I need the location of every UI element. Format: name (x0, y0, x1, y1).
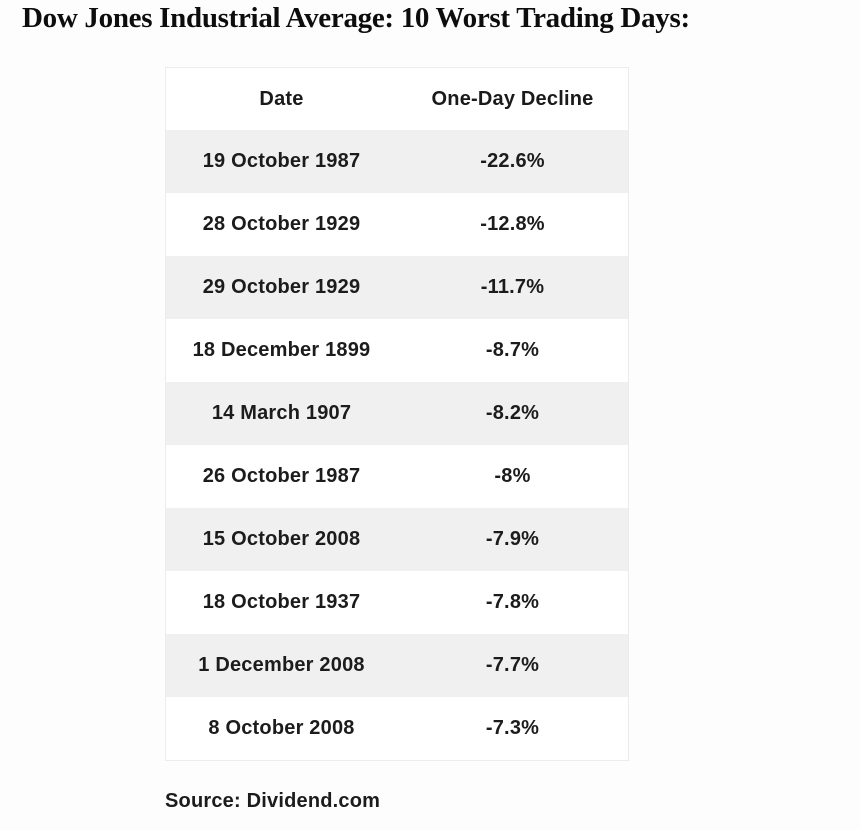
table-row: 8 October 2008 -7.3% (166, 697, 628, 760)
table-row: 29 October 1929 -11.7% (166, 256, 628, 319)
table-row: 18 October 1937 -7.8% (166, 571, 628, 634)
table-row: 14 March 1907 -8.2% (166, 382, 628, 445)
date-cell: 19 October 1987 (202, 150, 361, 172)
date-cell: 18 December 1899 (192, 339, 371, 361)
table-row: 1 December 2008 -7.7% (166, 634, 628, 697)
column-header-date: Date (259, 87, 304, 110)
date-cell: 18 October 1937 (202, 591, 361, 613)
table-header-row: Date One-Day Decline (166, 68, 628, 130)
source-attribution: Source: Dividend.com (165, 790, 381, 812)
decline-cell: -7.9% (485, 528, 540, 550)
date-cell: 1 December 2008 (198, 654, 365, 676)
table-row: 26 October 1987 -8% (166, 445, 628, 508)
worst-trading-days-table: Date One-Day Decline 19 October 1987 -22… (165, 67, 629, 761)
date-cell: 15 October 2008 (202, 528, 361, 550)
decline-cell: -8.7% (485, 339, 540, 361)
table-row: 19 October 1987 -22.6% (166, 130, 628, 193)
decline-cell: -7.8% (485, 591, 540, 613)
table-row: 15 October 2008 -7.9% (166, 508, 628, 571)
decline-cell: -11.7% (480, 276, 545, 298)
decline-cell: -7.3% (485, 717, 540, 739)
date-cell: 26 October 1987 (202, 465, 361, 487)
date-cell: 14 March 1907 (211, 402, 352, 424)
decline-cell: -22.6% (480, 150, 545, 172)
column-header-decline: One-Day Decline (431, 87, 594, 110)
table-body: 19 October 1987 -22.6% 28 October 1929 -… (166, 130, 628, 760)
page-title: Dow Jones Industrial Average: 10 Worst T… (22, 2, 690, 34)
decline-cell: -12.8% (480, 213, 545, 235)
date-cell: 28 October 1929 (202, 213, 361, 235)
date-cell: 29 October 1929 (202, 276, 361, 298)
table-row: 28 October 1929 -12.8% (166, 193, 628, 256)
table-row: 18 December 1899 -8.7% (166, 319, 628, 382)
date-cell: 8 October 2008 (208, 717, 355, 739)
decline-cell: -8% (494, 465, 531, 487)
decline-cell: -8.2% (485, 402, 540, 424)
decline-cell: -7.7% (485, 654, 540, 676)
